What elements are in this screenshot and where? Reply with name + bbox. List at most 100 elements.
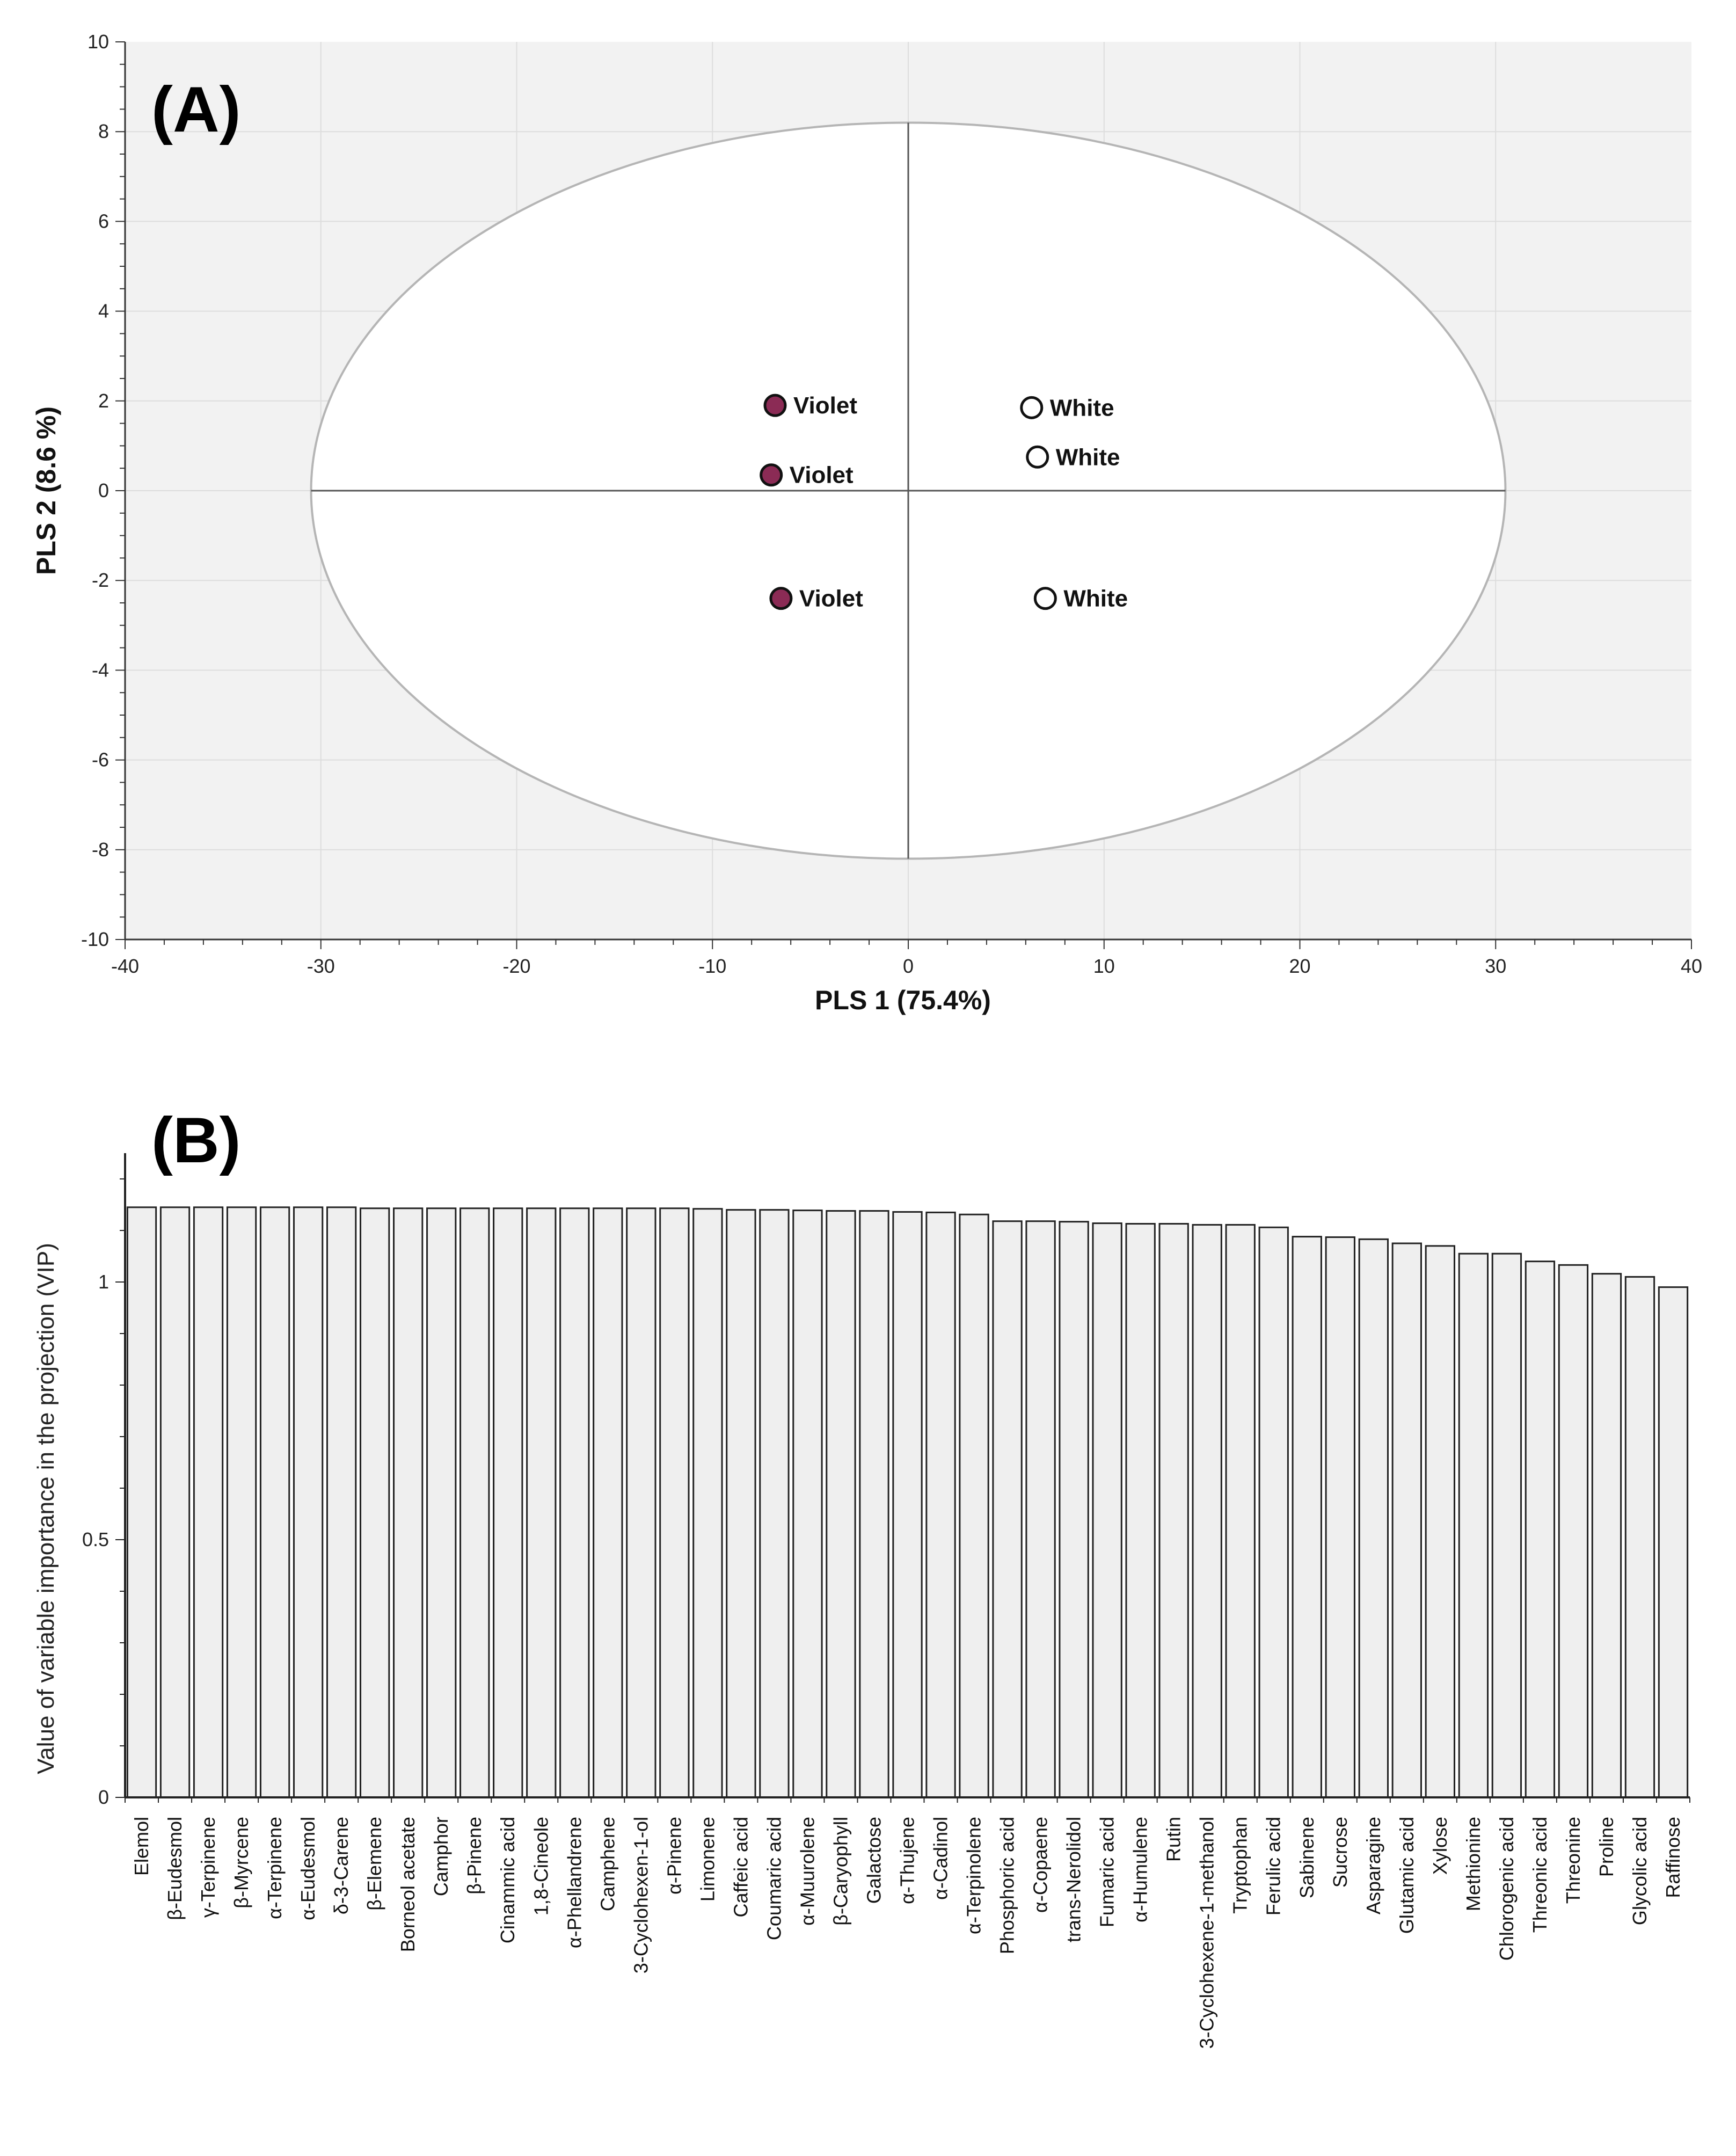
x-axis-title: PLS 1 (75.4%) <box>815 985 991 1015</box>
category-label: Elemol <box>130 1817 152 1876</box>
vip-bar <box>959 1213 989 1798</box>
category-label: Proline <box>1595 1817 1617 1877</box>
panel-label-a: (A) <box>151 74 241 145</box>
y-axis-title: Value of variable importance in the proj… <box>33 1243 59 1774</box>
vip-bar <box>1292 1236 1322 1798</box>
bars <box>126 1206 1689 1798</box>
category-label: Sabinene <box>1296 1817 1318 1898</box>
vip-bar <box>659 1207 690 1798</box>
category-label: α-Cadinol <box>930 1817 952 1900</box>
category-label: Fumaric acid <box>1096 1817 1118 1927</box>
vip-bar <box>626 1207 657 1798</box>
violet-point <box>760 463 783 487</box>
category-label: Methionine <box>1462 1817 1484 1911</box>
y-tick-labels: 00.51 <box>82 1271 109 1808</box>
vip-bar <box>1491 1252 1522 1798</box>
vip-bar <box>193 1206 224 1798</box>
category-label: Limonene <box>696 1817 718 1902</box>
y-tick-label: 0 <box>98 479 109 501</box>
violet-point-label: Violet <box>793 392 857 419</box>
axes <box>115 41 1692 949</box>
category-label: α-Terpinolene <box>963 1817 985 1934</box>
category-label: Caffeic acid <box>730 1817 752 1917</box>
violet-point <box>763 394 787 417</box>
vip-bar <box>759 1209 790 1798</box>
category-label: Glycolic acid <box>1629 1817 1651 1925</box>
x-tick-label: -20 <box>502 955 530 977</box>
vip-bar <box>559 1207 590 1798</box>
category-label: β-Eudesmol <box>164 1817 186 1920</box>
category-label: β-Myrcene <box>230 1817 252 1909</box>
x-tick-label: 20 <box>1289 955 1310 977</box>
y-tick-label: 6 <box>98 210 109 232</box>
category-label: 3-Cyclohexen-1-ol <box>630 1817 652 1973</box>
x-tick-label: 30 <box>1485 955 1506 977</box>
vip-bar <box>726 1209 756 1798</box>
vip-bar <box>1325 1236 1355 1798</box>
y-tick-label: 0 <box>98 1786 109 1808</box>
category-label: α-Thujene <box>896 1817 918 1904</box>
category-label: Xylose <box>1429 1817 1451 1875</box>
violet-point <box>769 587 793 610</box>
category-label: Threonine <box>1562 1817 1584 1904</box>
vip-bar <box>1258 1226 1289 1798</box>
category-labels: Elemol β-Eudesmol γ-Terpinene β-Myrcene α-Te… <box>130 1817 1684 2049</box>
vip-bar <box>1525 1261 1556 1798</box>
x-tick-label: -40 <box>111 955 139 977</box>
x-tick-label: -30 <box>307 955 335 977</box>
category-label: Coumaric acid <box>763 1817 785 1940</box>
category-label: Threonic acid <box>1529 1817 1551 1933</box>
category-label: α-Eudesmol <box>297 1817 319 1920</box>
vip-bar <box>1658 1286 1689 1798</box>
y-tick-label: 4 <box>98 300 109 322</box>
y-tick-label: 10 <box>87 31 109 53</box>
vip-bar <box>1059 1221 1089 1798</box>
vip-bar <box>859 1210 889 1798</box>
category-label: 1,8-Cineole <box>530 1817 552 1915</box>
vip-bar <box>1092 1222 1122 1798</box>
vip-bar <box>1192 1223 1222 1798</box>
category-label: Cinammic acid <box>497 1817 519 1943</box>
vip-bar <box>1425 1245 1456 1798</box>
white-point <box>1033 587 1057 610</box>
y-tick-label: 1 <box>98 1271 109 1293</box>
vip-bar <box>393 1207 424 1798</box>
zero-lines <box>311 122 1506 859</box>
white-point-label: White <box>1056 444 1120 470</box>
vip-bar <box>692 1208 723 1798</box>
vip-bar <box>1158 1223 1189 1798</box>
vip-bar <box>293 1206 324 1798</box>
vip-bar <box>359 1207 390 1798</box>
category-label: α-Phellandrene <box>563 1817 585 1948</box>
vip-bar <box>892 1211 923 1798</box>
x-tick-label: 40 <box>1681 955 1702 977</box>
white-point-label: White <box>1063 586 1128 612</box>
data-points: Violet Violet Violet White White White <box>760 392 1128 612</box>
white-point <box>1026 445 1049 469</box>
category-label: α-Muurolene <box>796 1817 818 1926</box>
vip-bar <box>1458 1252 1489 1798</box>
vip-bar <box>159 1206 191 1798</box>
vip-bar <box>593 1207 623 1798</box>
vip-bar <box>1358 1238 1389 1798</box>
vip-bar <box>1624 1276 1655 1798</box>
category-label: α-Terpinene <box>264 1817 286 1919</box>
white-point-label: White <box>1050 395 1114 421</box>
y-tick-label: -2 <box>92 569 109 591</box>
category-label: γ-Terpinene <box>197 1817 219 1918</box>
y-tick-label: 2 <box>98 390 109 412</box>
category-label: Camphor <box>430 1817 452 1896</box>
vip-bar <box>259 1206 290 1798</box>
violet-point-label: Violet <box>799 586 863 612</box>
vip-bar <box>1125 1223 1156 1798</box>
category-label: Galactose <box>863 1817 885 1904</box>
y-axis-title: PLS 2 (8.6 %) <box>31 406 61 575</box>
category-label: δ-3-Carene <box>330 1817 352 1914</box>
vip-bar <box>126 1206 157 1798</box>
vip-bar <box>1591 1273 1622 1798</box>
vip-bar <box>1225 1223 1256 1798</box>
category-label: α-Copaene <box>1030 1817 1052 1913</box>
white-point <box>1020 396 1044 419</box>
y-tick-label: -10 <box>81 928 109 950</box>
